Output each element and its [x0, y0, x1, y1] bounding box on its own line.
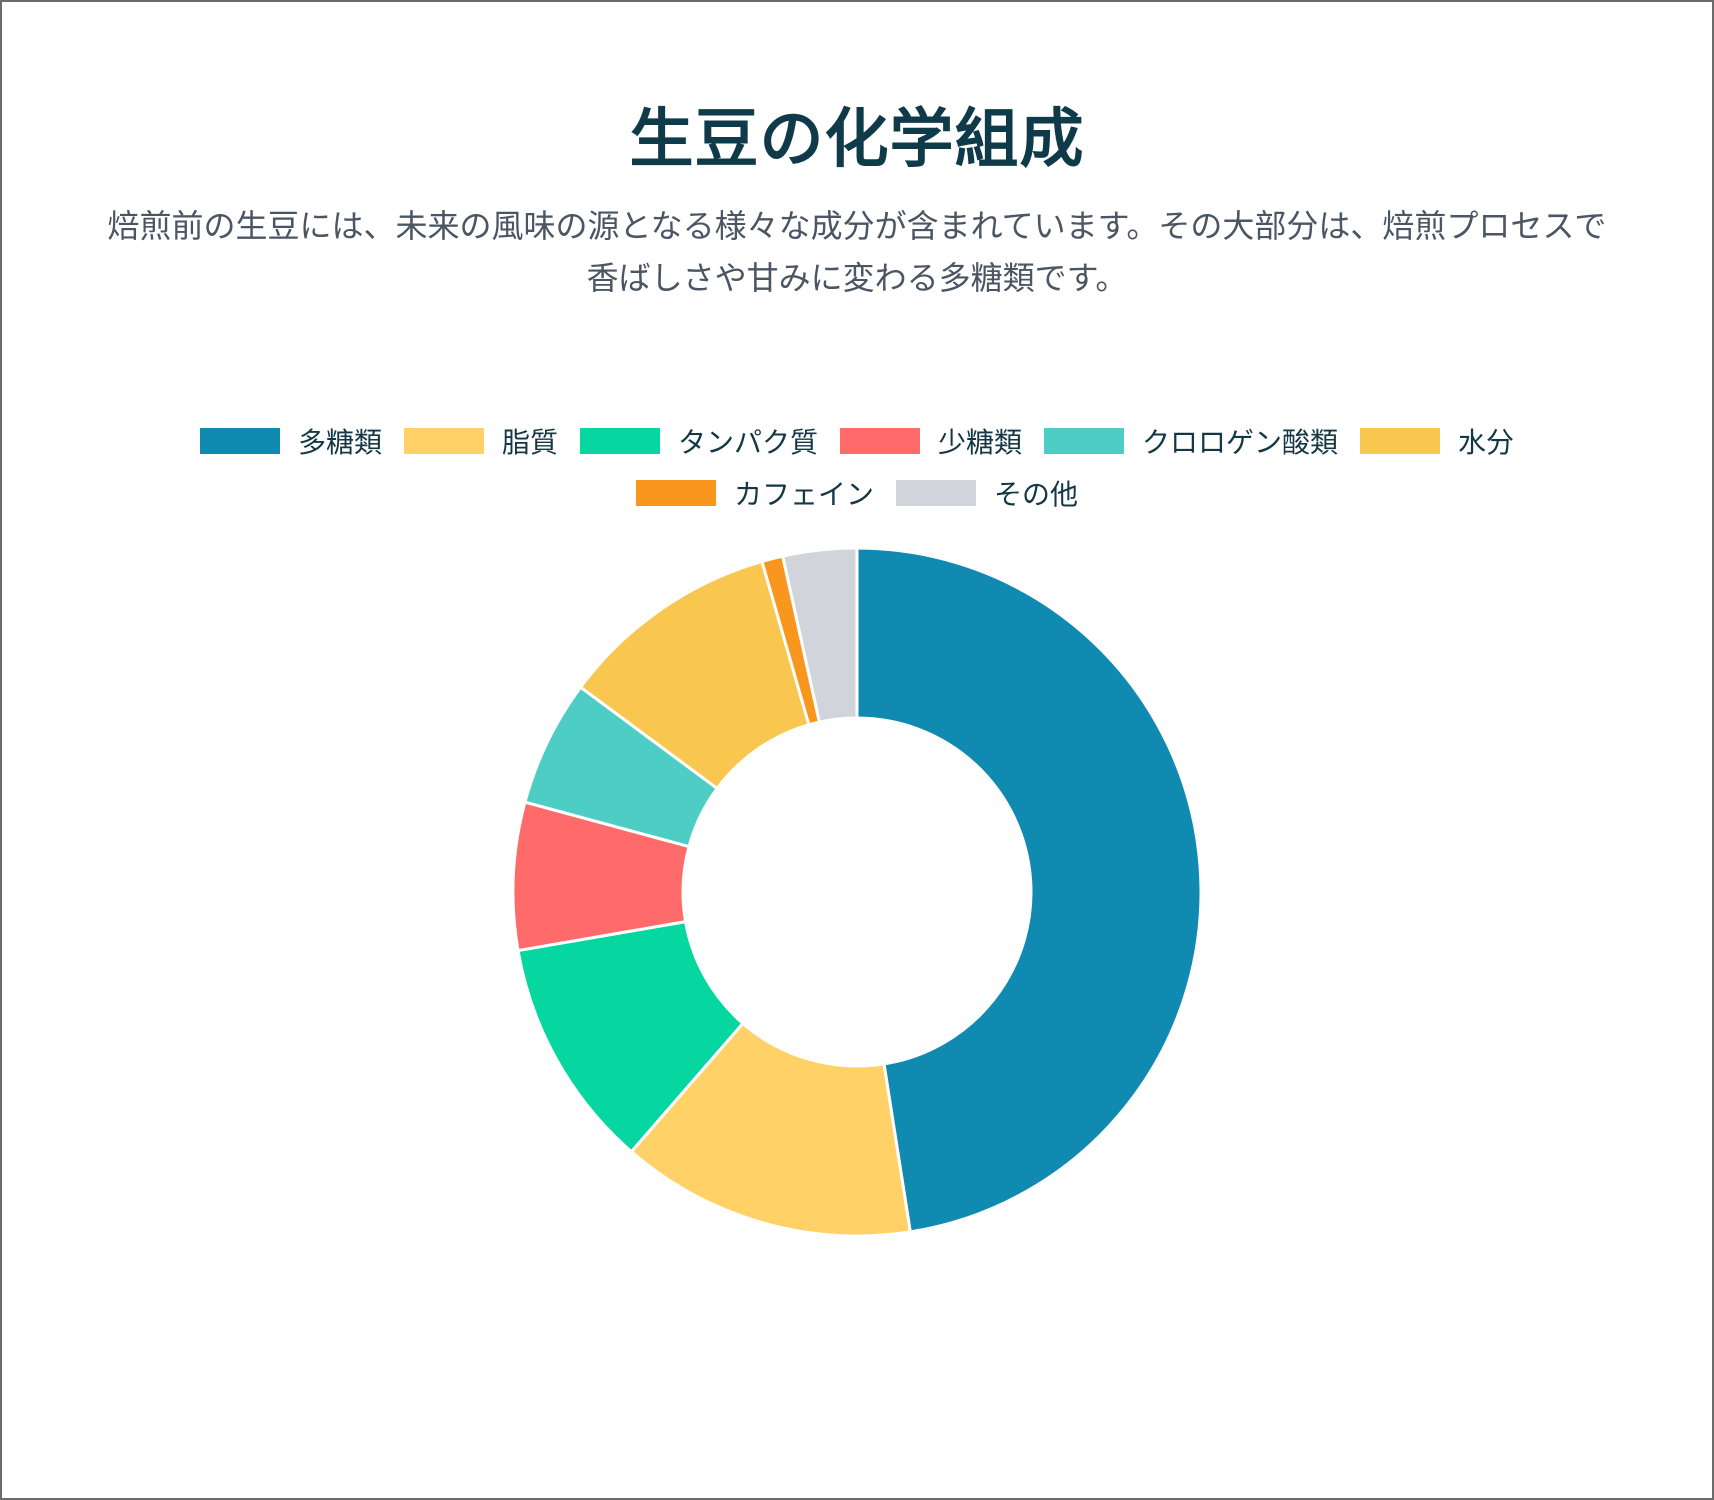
- legend-label: 少糖類: [938, 426, 1023, 459]
- legend-swatch: [840, 428, 920, 454]
- legend-item[interactable]: 水分: [1360, 422, 1514, 460]
- legend-item[interactable]: 少糖類: [840, 422, 1022, 460]
- legend-label: カフェイン: [733, 478, 874, 511]
- legend-item[interactable]: カフェイン: [635, 474, 874, 512]
- legend-label: 脂質: [501, 426, 558, 459]
- page-subtitle: 焙煎前の生豆には、未来の風味の源となる様々な成分が含まれています。その大部分は、…: [107, 207, 1607, 297]
- doughnut-slice[interactable]: [780, 546, 859, 724]
- doughnut-slice[interactable]: [629, 1021, 912, 1238]
- legend-label: クロロゲン酸類: [1142, 426, 1339, 459]
- legend-swatch: [1044, 428, 1125, 454]
- legend-label: 水分: [1458, 426, 1515, 459]
- legend-item[interactable]: クロロゲン酸類: [1044, 422, 1338, 460]
- doughnut-slice[interactable]: [516, 919, 745, 1154]
- legend-label: その他: [994, 478, 1079, 511]
- legend-swatch: [199, 428, 280, 454]
- legend-swatch: [403, 428, 484, 454]
- doughnut-slice[interactable]: [855, 546, 1203, 1234]
- legend-swatch: [635, 480, 716, 506]
- legend-swatch: [579, 428, 660, 454]
- chart-legend: 多糖類 脂質 タンパク質 少糖類 クロロゲン酸類 水分カフェイン その他: [157, 422, 1557, 512]
- page-title: 生豆の化学組成: [629, 103, 1085, 177]
- legend-label: 多糖類: [297, 426, 382, 459]
- doughnut-chart: [511, 546, 1203, 1238]
- legend-item[interactable]: その他: [896, 474, 1078, 512]
- legend-swatch: [896, 480, 976, 506]
- legend-item[interactable]: 脂質: [403, 422, 558, 460]
- legend-item[interactable]: 多糖類: [199, 422, 382, 460]
- legend-swatch: [1360, 428, 1441, 454]
- legend-item[interactable]: タンパク質: [579, 422, 818, 460]
- legend-label: タンパク質: [677, 426, 818, 459]
